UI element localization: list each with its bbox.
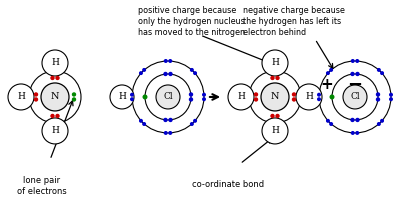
Circle shape xyxy=(163,72,168,76)
Circle shape xyxy=(34,92,38,97)
Circle shape xyxy=(130,97,134,101)
Circle shape xyxy=(355,59,359,63)
Circle shape xyxy=(275,76,280,80)
Text: negative charge because
the hydrogen has left its
electron behind: negative charge because the hydrogen has… xyxy=(243,6,345,37)
Circle shape xyxy=(377,122,381,126)
Text: N: N xyxy=(271,93,279,101)
Text: H: H xyxy=(118,93,126,101)
Circle shape xyxy=(376,92,380,97)
Circle shape xyxy=(163,118,168,122)
Circle shape xyxy=(326,119,330,123)
Circle shape xyxy=(168,72,173,76)
Circle shape xyxy=(168,118,173,122)
Circle shape xyxy=(50,76,55,80)
Circle shape xyxy=(317,93,321,97)
Text: H: H xyxy=(51,58,59,67)
Text: lone pair
of electrons: lone pair of electrons xyxy=(17,176,67,196)
Circle shape xyxy=(202,93,206,97)
Circle shape xyxy=(270,114,275,118)
Circle shape xyxy=(389,93,393,97)
Circle shape xyxy=(190,68,194,72)
Circle shape xyxy=(376,97,380,102)
Circle shape xyxy=(139,119,143,123)
Circle shape xyxy=(142,68,146,72)
Circle shape xyxy=(130,93,134,97)
Circle shape xyxy=(292,92,296,97)
Circle shape xyxy=(189,92,193,97)
Text: H: H xyxy=(237,93,245,101)
Circle shape xyxy=(355,131,359,135)
Circle shape xyxy=(8,84,34,110)
Text: positive charge because
only the hydrogen nucleus
has moved to the nitrogen: positive charge because only the hydroge… xyxy=(138,6,245,37)
Circle shape xyxy=(202,97,206,101)
Circle shape xyxy=(389,97,393,101)
Text: N: N xyxy=(51,93,59,101)
Circle shape xyxy=(168,131,172,135)
Circle shape xyxy=(228,84,254,110)
Circle shape xyxy=(142,95,148,99)
Text: H: H xyxy=(17,93,25,101)
Circle shape xyxy=(262,50,288,76)
Circle shape xyxy=(34,97,38,102)
Circle shape xyxy=(350,118,355,122)
Text: co-ordinate bond: co-ordinate bond xyxy=(192,180,264,189)
Circle shape xyxy=(110,85,134,109)
Circle shape xyxy=(350,72,355,76)
Circle shape xyxy=(326,71,330,75)
Text: +: + xyxy=(321,77,333,93)
Circle shape xyxy=(164,59,168,63)
Text: H: H xyxy=(51,126,59,136)
Circle shape xyxy=(164,131,168,135)
Circle shape xyxy=(343,85,367,109)
Text: Cl: Cl xyxy=(350,93,360,101)
Circle shape xyxy=(317,97,321,101)
Circle shape xyxy=(377,68,381,72)
Circle shape xyxy=(50,114,55,118)
Circle shape xyxy=(329,122,333,126)
Circle shape xyxy=(190,122,194,126)
Circle shape xyxy=(329,68,333,72)
Text: −: − xyxy=(347,76,363,94)
Circle shape xyxy=(292,97,296,102)
Circle shape xyxy=(55,114,60,118)
Text: H: H xyxy=(305,93,313,101)
Circle shape xyxy=(355,72,360,76)
Circle shape xyxy=(261,83,289,111)
Circle shape xyxy=(142,122,146,126)
Circle shape xyxy=(351,59,355,63)
Circle shape xyxy=(72,92,76,97)
Text: H: H xyxy=(271,58,279,67)
Circle shape xyxy=(296,84,322,110)
Circle shape xyxy=(254,97,258,102)
Circle shape xyxy=(139,71,143,75)
Circle shape xyxy=(42,118,68,144)
Circle shape xyxy=(254,92,258,97)
Circle shape xyxy=(55,76,60,80)
Circle shape xyxy=(193,71,197,75)
Circle shape xyxy=(41,83,69,111)
Circle shape xyxy=(168,59,172,63)
Circle shape xyxy=(262,118,288,144)
Circle shape xyxy=(270,76,275,80)
Circle shape xyxy=(42,50,68,76)
Circle shape xyxy=(156,85,180,109)
Circle shape xyxy=(275,114,280,118)
Circle shape xyxy=(72,97,76,102)
Circle shape xyxy=(351,131,355,135)
Circle shape xyxy=(193,119,197,123)
Circle shape xyxy=(380,71,384,75)
Text: Cl: Cl xyxy=(163,93,173,101)
Circle shape xyxy=(189,97,193,102)
Circle shape xyxy=(380,119,384,123)
Circle shape xyxy=(355,118,360,122)
Circle shape xyxy=(330,95,334,99)
Text: H: H xyxy=(271,126,279,136)
